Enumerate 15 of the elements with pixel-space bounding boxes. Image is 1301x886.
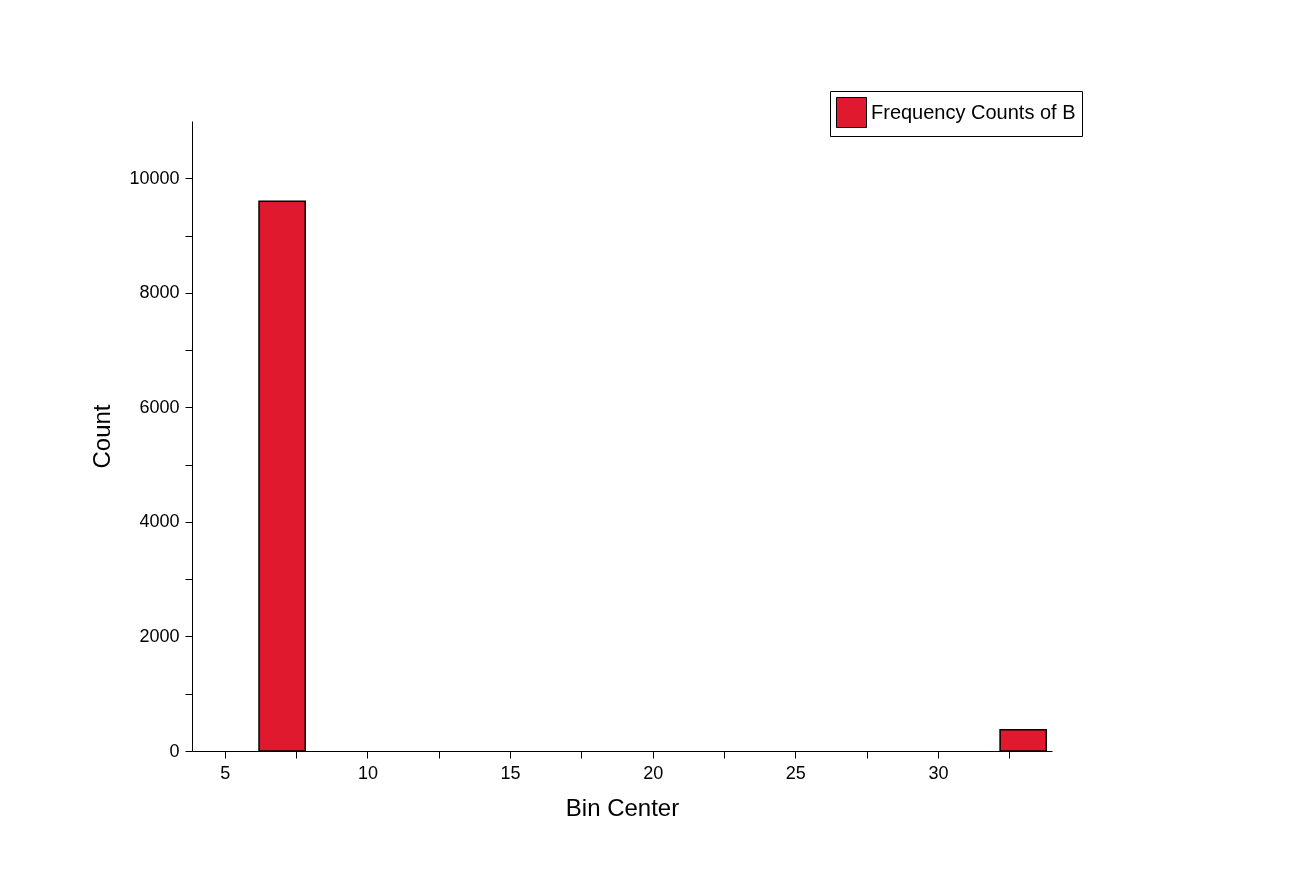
y-tick-label: 10000	[129, 167, 180, 188]
y-axis-title: Count	[88, 404, 116, 469]
x-tick-label: 25	[785, 762, 806, 783]
y-tick-label: 2000	[139, 625, 180, 646]
x-tick-label: 10	[357, 762, 378, 783]
y-tick-label: 8000	[139, 282, 180, 303]
x-axis-title: Bin Center	[565, 793, 680, 821]
legend-label: Frequency Counts of B	[871, 100, 1076, 123]
x-tick-label: 20	[643, 762, 664, 783]
y-tick-label: 4000	[139, 511, 180, 532]
y-tick-label: 6000	[139, 396, 180, 417]
x-tick-label: 30	[928, 762, 949, 783]
x-tick-label: 5	[220, 762, 231, 783]
y-tick-label: 0	[169, 740, 180, 761]
x-tick-label: 15	[500, 762, 521, 783]
